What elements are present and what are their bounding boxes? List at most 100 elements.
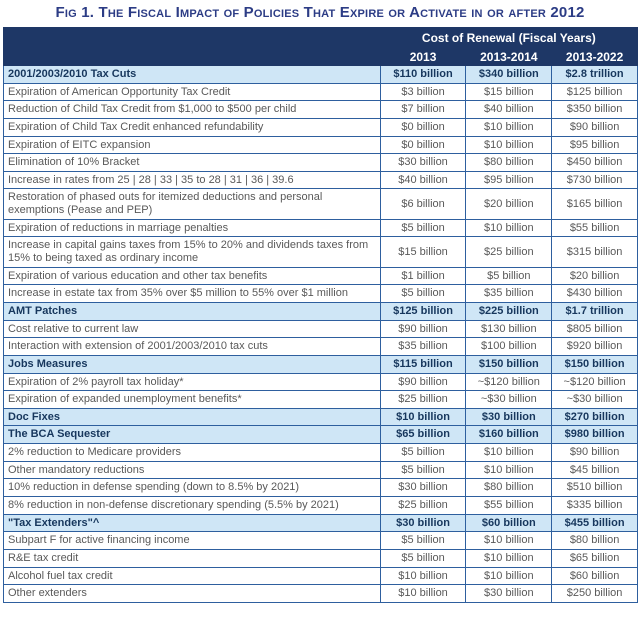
- item-row: Expiration of 2% payroll tax holiday* $90…: [3, 372, 638, 392]
- row-value: $125 billion: [551, 82, 638, 102]
- row-value: $40 billion: [379, 170, 467, 190]
- row-value: $10 billion: [465, 443, 553, 462]
- row-value: $10 billion: [465, 548, 553, 568]
- item-row: Increase in capital gains taxes from 15%…: [3, 236, 638, 268]
- row-value: $340 billion: [465, 65, 553, 84]
- row-value: $455 billion: [551, 513, 638, 533]
- item-row: Expiration of expanded unemployment bene…: [3, 390, 638, 409]
- row-value: ~$30 billion: [551, 390, 638, 409]
- row-label: R&E tax credit: [3, 548, 381, 568]
- row-label: Expiration of EITC expansion: [3, 135, 381, 155]
- row-value: ~$120 billion: [465, 372, 553, 392]
- row-value: $315 billion: [551, 236, 638, 268]
- row-value: $5 billion: [379, 443, 467, 462]
- section-row: The BCA Sequester $65 billion $160 billion…: [3, 425, 638, 445]
- row-label: Jobs Measures: [3, 354, 381, 374]
- row-value: $55 billion: [551, 218, 638, 238]
- group-header-row: Cost of Renewal (Fiscal Years): [3, 27, 639, 48]
- row-value: $45 billion: [551, 460, 638, 480]
- row-label: Restoration of phased outs for itemized …: [3, 188, 381, 220]
- row-value: $25 billion: [465, 236, 553, 268]
- row-label: 8% reduction in non-defense discretionar…: [3, 496, 381, 515]
- row-value: $20 billion: [551, 266, 638, 286]
- row-label: Expiration of various education and othe…: [3, 266, 381, 286]
- table-header: Cost of Renewal (Fiscal Years) 2013 2013…: [3, 27, 639, 66]
- item-row: Subpart F for active financing income $5 …: [3, 531, 638, 550]
- row-value: $165 billion: [551, 188, 638, 220]
- item-row: R&E tax credit $5 billion $10 billion $65 b…: [3, 548, 638, 568]
- row-value: $40 billion: [465, 100, 553, 119]
- item-row: Increase in estate tax from 35% over $5 …: [3, 284, 638, 303]
- row-value: $30 billion: [379, 478, 467, 498]
- item-row: Expiration of various education and othe…: [3, 266, 638, 286]
- row-value: ~$120 billion: [551, 372, 638, 392]
- row-value: $350 billion: [551, 100, 638, 119]
- row-value: $5 billion: [379, 548, 467, 568]
- row-value: $2.8 trillion: [551, 65, 638, 84]
- row-value: $1.7 trillion: [551, 301, 638, 321]
- column-header-row: 2013 2013-2014 2013-2022: [3, 47, 638, 66]
- item-row: Expiration of reductions in marriage pen…: [3, 218, 638, 238]
- row-value: $90 billion: [379, 319, 467, 339]
- row-label: Interaction with extension of 2001/2003/…: [3, 337, 381, 356]
- row-value: $510 billion: [551, 478, 638, 498]
- row-label: Increase in rates from 25 | 28 | 33 | 35…: [3, 170, 381, 190]
- item-row: Expiration of American Opportunity Tax C…: [3, 82, 638, 102]
- row-value: $150 billion: [551, 354, 638, 374]
- column-header-2013-2022: 2013-2022: [551, 47, 638, 66]
- row-value: $10 billion: [379, 584, 467, 603]
- header-spacer-cell: [3, 27, 381, 48]
- row-value: $3 billion: [379, 82, 467, 102]
- column-header-2013-2014: 2013-2014: [465, 47, 553, 66]
- column-header-2013: 2013: [379, 47, 467, 66]
- row-value: $5 billion: [379, 218, 467, 238]
- row-value: $30 billion: [379, 153, 467, 172]
- figure: Fig 1. The Fiscal Impact of Policies Tha…: [0, 4, 640, 603]
- row-label: Reduction of Child Tax Credit from $1,00…: [3, 100, 381, 119]
- row-value: $270 billion: [551, 407, 638, 427]
- row-value: $225 billion: [465, 301, 553, 321]
- item-row: Elimination of 10% Bracket $30 billion $80…: [3, 153, 638, 172]
- row-value: $90 billion: [551, 117, 638, 137]
- row-label: "Tax Extenders"^: [3, 513, 381, 533]
- row-label: Increase in capital gains taxes from 15%…: [3, 236, 381, 268]
- row-value: $10 billion: [465, 531, 553, 550]
- row-value: $15 billion: [379, 236, 467, 268]
- row-value: $80 billion: [551, 531, 638, 550]
- row-value: $730 billion: [551, 170, 638, 190]
- item-row: 8% reduction in non-defense discretionar…: [3, 496, 638, 515]
- item-row: Reduction of Child Tax Credit from $1,00…: [3, 100, 638, 119]
- section-row: 2001/2003/2010 Tax Cuts $110 billion $340 …: [3, 65, 638, 84]
- row-label: Expiration of expanded unemployment bene…: [3, 390, 381, 409]
- row-value: $6 billion: [379, 188, 467, 220]
- row-label: Other mandatory reductions: [3, 460, 381, 480]
- row-value: $90 billion: [551, 443, 638, 462]
- section-row: Jobs Measures $115 billion $150 billion $15…: [3, 354, 638, 374]
- row-value: $10 billion: [379, 407, 467, 427]
- row-value: $25 billion: [379, 496, 467, 515]
- table-body: 2001/2003/2010 Tax Cuts $110 billion $340 …: [3, 65, 638, 603]
- row-label: Expiration of American Opportunity Tax C…: [3, 82, 381, 102]
- row-value: $10 billion: [465, 566, 553, 586]
- item-row: Restoration of phased outs for itemized …: [3, 188, 638, 220]
- row-label: Expiration of 2% payroll tax holiday*: [3, 372, 381, 392]
- item-row: Expiration of Child Tax Credit enhanced …: [3, 117, 638, 137]
- row-value: $10 billion: [465, 117, 553, 137]
- row-value: $30 billion: [465, 407, 553, 427]
- row-label: 2% reduction to Medicare providers: [3, 443, 381, 462]
- row-value: $150 billion: [465, 354, 553, 374]
- header-spacer-cell: [3, 47, 381, 66]
- row-label: Expiration of Child Tax Credit enhanced …: [3, 117, 381, 137]
- row-value: $0 billion: [379, 117, 467, 137]
- row-value: $160 billion: [465, 425, 553, 445]
- row-value: $90 billion: [379, 372, 467, 392]
- row-value: $10 billion: [465, 218, 553, 238]
- row-value: $5 billion: [465, 266, 553, 286]
- row-label: 10% reduction in defense spending (down …: [3, 478, 381, 498]
- figure-title: Fig 1. The Fiscal Impact of Policies Tha…: [55, 4, 585, 21]
- fiscal-impact-table: Cost of Renewal (Fiscal Years) 2013 2013…: [3, 27, 639, 603]
- row-value: $25 billion: [379, 390, 467, 409]
- row-value: $110 billion: [379, 65, 467, 84]
- item-row: Alcohol fuel tax credit $10 billion $10 bi…: [3, 566, 638, 586]
- section-row: "Tax Extenders"^ $30 billion $60 billion $4…: [3, 513, 638, 533]
